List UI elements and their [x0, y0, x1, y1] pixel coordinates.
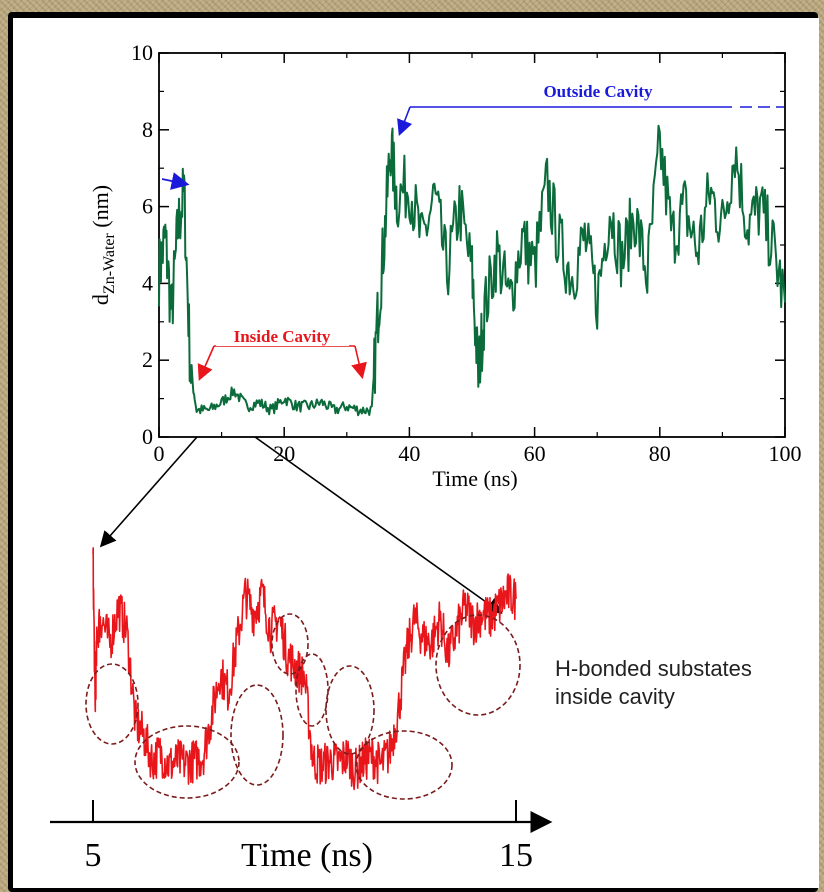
y-tick-label: 0	[142, 424, 153, 449]
svg-text:dZn-Water (nm): dZn-Water (nm)	[88, 185, 118, 305]
y-tick-label: 6	[142, 194, 153, 219]
top-plot-frame	[158, 52, 786, 438]
y-title-main: d	[88, 294, 113, 305]
zoom-arrow-right	[254, 436, 503, 614]
top-x-axis-title: Time (ns)	[432, 466, 517, 491]
top-tick-labels: 0 20 40 60 80 100 0 2 4 6 8 10	[131, 40, 802, 466]
outside-cavity-annotation: Outside Cavity	[161, 82, 784, 190]
y-tick-label: 8	[142, 117, 153, 142]
bottom-tick-label-5: 5	[85, 837, 102, 874]
substate-circles	[85, 613, 521, 800]
substate-circle	[85, 663, 139, 745]
x-tick-label: 80	[649, 441, 671, 466]
top-series-line	[158, 124, 786, 417]
substates-note-line-1: H-bonded substates	[555, 656, 752, 681]
substate-circle	[134, 725, 240, 799]
substates-note: H-bonded substates inside cavity	[555, 655, 752, 711]
bottom-tick-label-15: 15	[499, 837, 533, 874]
inside-cavity-label: Inside Cavity	[234, 327, 331, 346]
substate-circle	[355, 730, 453, 800]
y-tick-label: 4	[142, 270, 153, 295]
substate-circle	[271, 613, 309, 675]
y-title-unit: (nm)	[88, 185, 113, 233]
y-tick-label: 2	[142, 347, 153, 372]
x-tick-label: 40	[398, 441, 420, 466]
top-y-axis-title: dZn-Water (nm)	[88, 185, 118, 305]
outside-cavity-label: Outside Cavity	[543, 82, 653, 101]
start-arrow	[161, 172, 190, 190]
x-tick-label: 60	[524, 441, 546, 466]
bottom-series-line	[92, 547, 517, 791]
top-axis-ticks	[158, 52, 786, 438]
y-title-subscript: Zn-Water	[101, 233, 118, 295]
substate-circle	[230, 684, 284, 786]
y-tick-label: 10	[131, 40, 153, 65]
bottom-x-axis-title: Time (ns)	[241, 837, 373, 874]
x-tick-label: 20	[273, 441, 295, 466]
substates-note-line-2: inside cavity	[555, 684, 675, 709]
x-tick-label: 100	[769, 441, 802, 466]
substate-circle	[325, 665, 375, 755]
substate-circle	[435, 614, 521, 716]
inside-cavity-annotation: Inside Cavity	[197, 326, 367, 381]
zoom-arrow-left	[99, 436, 198, 548]
x-tick-label: 0	[154, 441, 165, 466]
